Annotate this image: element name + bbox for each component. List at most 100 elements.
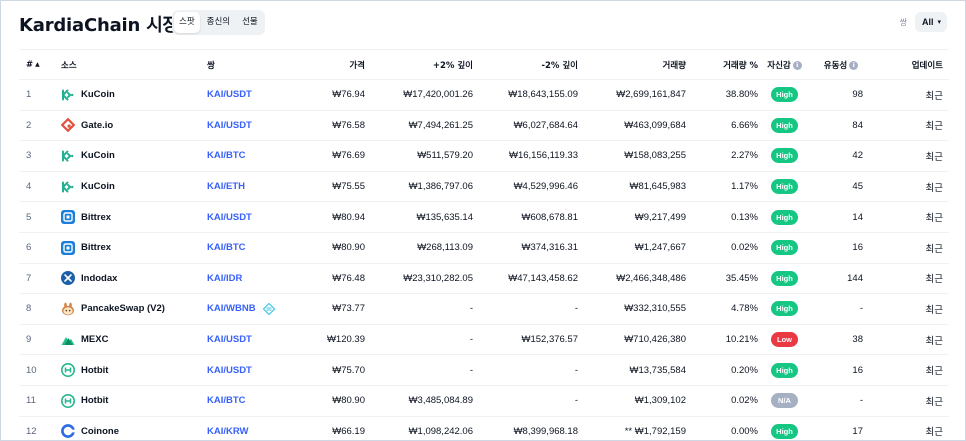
- exchange-link[interactable]: KuCoin: [81, 150, 115, 162]
- row-volume: ₩332,310,555: [578, 293, 686, 325]
- confidence-badge[interactable]: High: [771, 87, 798, 103]
- exchange-link[interactable]: MEXC: [81, 334, 109, 346]
- indodax-icon: [61, 271, 75, 286]
- column-plus2-depth[interactable]: +2% 깊이: [365, 49, 473, 80]
- confidence-badge[interactable]: Low: [771, 332, 798, 348]
- pair-link[interactable]: KAI/BTC: [207, 395, 246, 407]
- row-confidence: N/A: [758, 385, 811, 417]
- exchange-link[interactable]: Hotbit: [81, 364, 109, 376]
- table-row[interactable]: 11 Hotbit KAI/BTC ₩80.90 ₩3,485,084.89- ₩1,30…: [19, 385, 949, 417]
- row-plus2-depth: -: [365, 324, 473, 356]
- row-volume: ₩2,466,348,486: [578, 263, 686, 295]
- exchange-link[interactable]: KuCoin: [81, 181, 115, 193]
- exchange-link[interactable]: PancakeSwap (V2): [81, 303, 165, 315]
- row-minus2-depth: ₩608,678.81: [473, 201, 578, 233]
- coinone-icon: [61, 424, 75, 439]
- pair-link[interactable]: KAI/KRW: [207, 425, 249, 437]
- exchange-link[interactable]: Coinone: [81, 425, 119, 437]
- table-row[interactable]: 4 KuCoin KAI/ETH ₩75.55 ₩1,386,797.06 ₩4,529,…: [19, 171, 949, 203]
- pair-filter-dropdown[interactable]: All ▾: [914, 12, 947, 32]
- row-price: ₩75.55: [297, 171, 365, 203]
- table-row[interactable]: 3 KuCoin KAI/BTC ₩76.69 ₩511,579.20 ₩16,156,1…: [19, 140, 949, 172]
- row-price: ₩80.90: [297, 385, 365, 417]
- confidence-badge[interactable]: High: [771, 270, 798, 286]
- column-pair[interactable]: 쌍: [207, 49, 297, 80]
- row-source: KuCoin: [53, 140, 207, 172]
- row-price: ₩75.70: [297, 354, 365, 386]
- exchange-link[interactable]: Bittrex: [81, 242, 112, 254]
- table-row[interactable]: 7 Indodax KAI/IDR ₩76.48 ₩23,310,282.05 ₩47,1…: [19, 263, 949, 295]
- swap-link-icon[interactable]: [262, 302, 276, 316]
- exchange-link[interactable]: Indodax: [81, 272, 118, 284]
- table-row[interactable]: 6 Bittrex KAI/BTC ₩80.90 ₩268,113.09 ₩374,316…: [19, 232, 949, 264]
- table-row[interactable]: 10 Hotbit KAI/USDT ₩75.70- - ₩13,735,584 0.20%…: [19, 354, 949, 386]
- column-source[interactable]: 소스: [53, 49, 207, 80]
- pair-link[interactable]: KAI/BTC: [207, 150, 246, 162]
- row-pair: KAI/KRW: [207, 416, 297, 440]
- row-minus2-depth: ₩47,143,458.62: [473, 263, 578, 295]
- exchange-link[interactable]: Bittrex: [81, 211, 112, 223]
- row-source: Hotbit: [53, 385, 207, 417]
- row-minus2-depth: ₩374,316.31: [473, 232, 578, 264]
- row-confidence: High: [758, 140, 811, 172]
- pair-link[interactable]: KAI/USDT: [207, 334, 252, 346]
- row-volume: ₩1,309,102: [578, 385, 686, 417]
- column-rank[interactable]: # ▲: [19, 49, 53, 80]
- row-volume: ₩13,735,584: [578, 354, 686, 386]
- pair-link[interactable]: KAI/USDT: [207, 211, 252, 223]
- exchange-link[interactable]: Hotbit: [81, 395, 109, 407]
- confidence-badge[interactable]: High: [771, 423, 798, 439]
- pair-filter: 쌍 All ▾: [900, 12, 947, 32]
- row-updated: 최근: [871, 416, 949, 440]
- table-row[interactable]: 1 KuCoin KAI/USDT ₩76.94 ₩17,420,001.26 ₩18,6…: [19, 79, 949, 111]
- exchange-link[interactable]: Gate.io: [81, 119, 114, 131]
- pair-link[interactable]: KAI/IDR: [207, 272, 243, 284]
- confidence-badge[interactable]: High: [771, 117, 798, 133]
- row-liquidity: 38: [811, 324, 871, 356]
- column-volume[interactable]: 거래량: [578, 49, 686, 80]
- exchange-link[interactable]: KuCoin: [81, 89, 115, 101]
- column-minus2-depth[interactable]: -2% 깊이: [473, 49, 578, 80]
- row-updated: 최근: [871, 201, 949, 233]
- pair-link[interactable]: KAI/ETH: [207, 181, 245, 193]
- confidence-badge[interactable]: High: [771, 362, 798, 378]
- confidence-badge[interactable]: High: [771, 240, 798, 256]
- confidence-badge[interactable]: High: [771, 148, 798, 164]
- row-pair: KAI/USDT: [207, 324, 297, 356]
- column-liquidity[interactable]: 유동성 i: [811, 49, 871, 80]
- sort-ascending-icon: ▲: [35, 60, 40, 68]
- row-volume: ₩9,217,499: [578, 201, 686, 233]
- table-row[interactable]: 2 Gate.io KAI/USDT ₩76.58 ₩7,494,261.25 ₩6,02…: [19, 110, 949, 142]
- row-minus2-depth: ₩18,643,155.09: [473, 79, 578, 111]
- bittrex-icon: [61, 210, 75, 225]
- info-icon[interactable]: i: [792, 60, 802, 70]
- column-volume-pct[interactable]: 거래량 %: [686, 49, 758, 80]
- row-pair: KAI/USDT: [207, 201, 297, 233]
- pair-link[interactable]: KAI/BTC: [207, 242, 246, 254]
- pair-link[interactable]: KAI/USDT: [207, 119, 252, 131]
- pair-link[interactable]: KAI/WBNB: [207, 303, 256, 315]
- confidence-badge[interactable]: High: [771, 301, 798, 317]
- confidence-badge[interactable]: N/A: [771, 393, 798, 409]
- confidence-badge[interactable]: High: [771, 209, 798, 225]
- row-volume-pct: 0.00%: [686, 416, 758, 440]
- table-row[interactable]: 9 MEXC KAI/USDT ₩120.39- ₩152,376.57 ₩710,426…: [19, 324, 949, 356]
- column-price[interactable]: 가격: [297, 49, 365, 80]
- info-icon[interactable]: i: [849, 60, 859, 70]
- tab-spot[interactable]: 스팟: [174, 12, 200, 33]
- row-price: ₩80.94: [297, 201, 365, 233]
- column-updated[interactable]: 업데이트: [871, 49, 949, 80]
- row-pair: KAI/BTC: [207, 385, 297, 417]
- column-confidence[interactable]: 자신감 i: [758, 49, 811, 80]
- tab-perpetual[interactable]: 종신의: [206, 17, 231, 27]
- tab-futures[interactable]: 선물: [242, 17, 258, 27]
- table-row[interactable]: 5 Bittrex KAI/USDT ₩80.94 ₩135,635.14 ₩608,67…: [19, 201, 949, 233]
- row-price: ₩80.90: [297, 232, 365, 264]
- pair-link[interactable]: KAI/USDT: [207, 89, 252, 101]
- pair-link[interactable]: KAI/USDT: [207, 364, 252, 376]
- row-updated: 최근: [871, 263, 949, 295]
- table-row[interactable]: 12 Coinone KAI/KRW ₩66.19 ₩1,098,242.06 ₩8,39…: [19, 416, 949, 440]
- gateio-icon: [61, 118, 75, 133]
- table-row[interactable]: 8 PancakeSwap (V2) KAI/WBNB ₩73.77- - ₩332,31…: [19, 293, 949, 325]
- confidence-badge[interactable]: High: [771, 179, 798, 195]
